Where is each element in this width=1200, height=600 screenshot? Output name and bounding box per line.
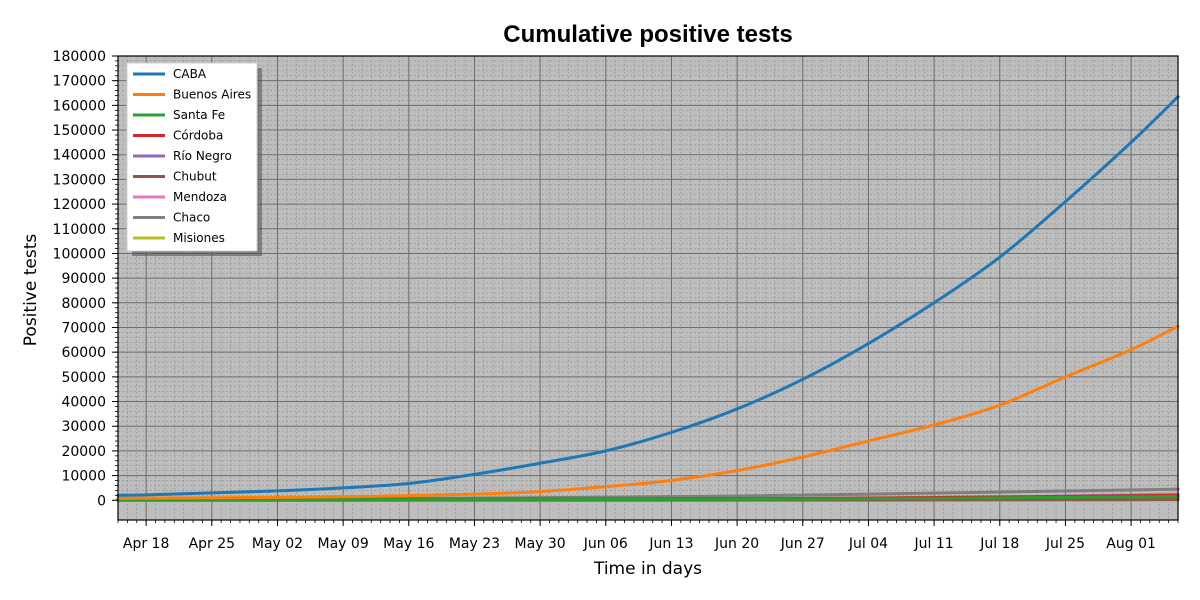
legend-label-caba: CABA	[173, 67, 207, 81]
x-tick-label: May 09	[318, 536, 369, 552]
y-axis: 0 10000 20000 30000 40000 50000 60000 70000 8000…	[53, 49, 118, 509]
x-tick-label: May 30	[515, 536, 566, 552]
y-tick-label: 60000	[61, 345, 106, 361]
x-axis-label: Time in days	[593, 559, 702, 579]
y-tick-label: 90000	[61, 271, 106, 287]
y-tick-label: 150000	[53, 123, 106, 139]
series-line-caba	[116, 95, 1180, 497]
y-tick-label: 20000	[61, 444, 106, 460]
x-axis: Apr 18 Apr 25 May 02 May 09 May 16 May 23 May …	[117, 520, 1179, 552]
legend-label-misiones: Misiones	[173, 231, 225, 245]
legend-label-santa-fe: Santa Fe	[173, 108, 225, 122]
legend-label-chubut: Chubut	[173, 170, 217, 184]
legend: CABA Buenos Aires Santa Fe Córdoba Río Negro…	[126, 62, 262, 256]
y-tick-label: 140000	[53, 148, 106, 164]
y-tick-label: 160000	[53, 98, 106, 114]
x-tick-label: Apr 25	[189, 536, 235, 552]
x-tick-label: May 16	[383, 536, 434, 552]
y-tick-label: 110000	[53, 222, 106, 238]
x-tick-label: May 23	[449, 536, 500, 552]
series-layer	[116, 95, 1180, 502]
legend-label-buenos-aires: Buenos Aires	[173, 88, 251, 102]
y-tick-label: 0	[97, 493, 106, 509]
x-tick-label: Jul 25	[1045, 536, 1085, 552]
x-tick-label: Jun 27	[780, 536, 825, 552]
series-line-buenos-aires	[116, 324, 1180, 500]
y-tick-label: 130000	[53, 172, 106, 188]
y-tick-label: 40000	[61, 395, 106, 411]
chart-title: Cumulative positive tests	[503, 21, 792, 48]
x-tick-label: May 02	[252, 536, 303, 552]
x-tick-label: Jul 11	[914, 536, 954, 552]
x-tick-label: Jun 13	[648, 536, 693, 552]
legend-label-mendoza: Mendoza	[173, 190, 227, 204]
legend-label-chaco: Chaco	[173, 211, 210, 225]
x-tick-label: Jul 18	[979, 536, 1019, 552]
y-tick-label: 50000	[61, 370, 106, 386]
series-line-santa-fe	[116, 495, 1180, 502]
x-tick-label: Jun 06	[583, 536, 628, 552]
y-tick-label: 10000	[61, 469, 106, 485]
x-tick-label: Jul 04	[848, 536, 888, 552]
y-tick-label: 30000	[61, 419, 106, 435]
y-axis-label: Positive tests	[21, 234, 41, 347]
y-tick-label: 170000	[53, 74, 106, 90]
legend-label-cordoba: Córdoba	[173, 129, 223, 143]
y-tick-label: 180000	[53, 49, 106, 65]
x-tick-label: Jun 20	[714, 536, 759, 552]
legend-label-rio-negro: Río Negro	[173, 149, 232, 163]
y-tick-label: 80000	[61, 296, 106, 312]
x-tick-label: Apr 18	[123, 536, 169, 552]
y-tick-label: 100000	[53, 246, 106, 262]
y-tick-label: 120000	[53, 197, 106, 213]
y-tick-label: 70000	[61, 320, 106, 336]
x-tick-label: Aug 01	[1106, 536, 1156, 552]
